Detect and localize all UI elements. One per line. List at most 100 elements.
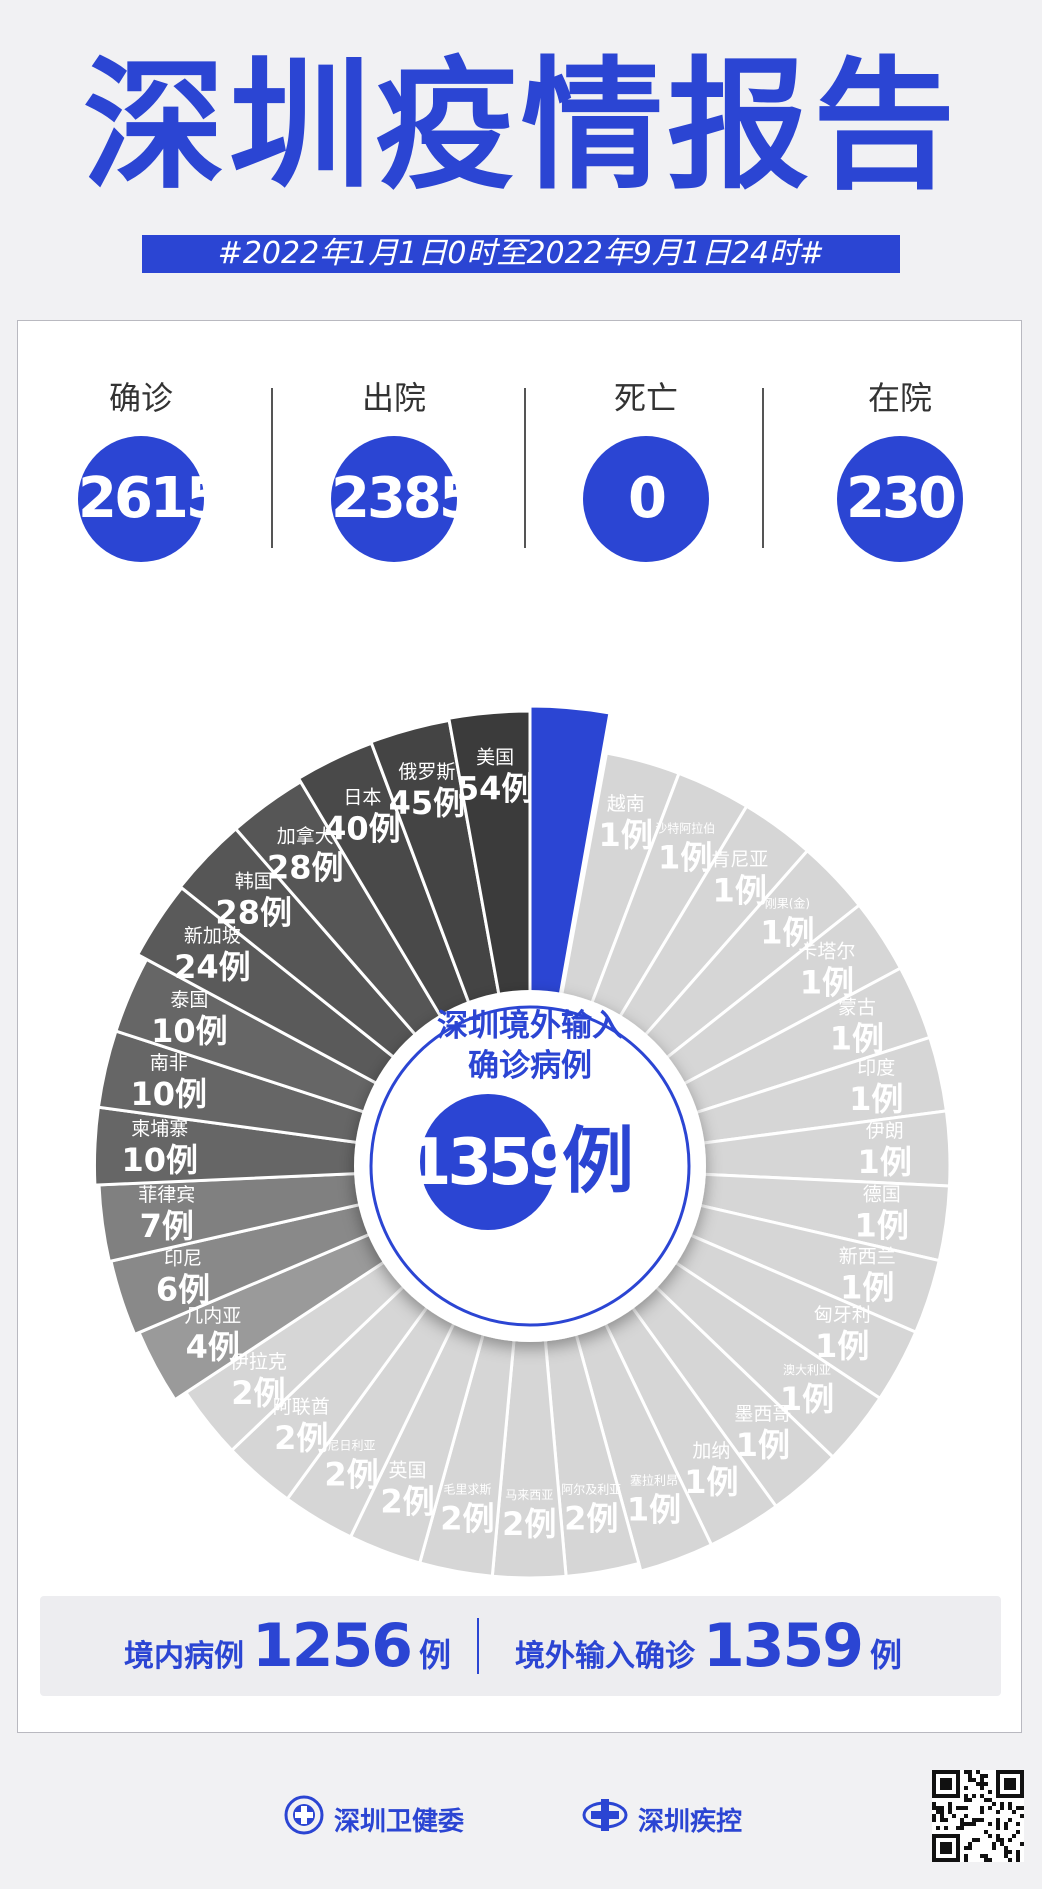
slice-label-15: 塞拉利昂 1例 <box>627 1473 681 1529</box>
slice-name: 澳大利亚 <box>783 1363 831 1377</box>
slice-value: 2例 <box>564 1500 618 1538</box>
slice-value: 1例 <box>849 1080 903 1118</box>
slice-name: 越南 <box>607 793 645 815</box>
page-title: 深圳疫情报告 <box>83 44 959 209</box>
slice-value: 6例 <box>156 1270 210 1308</box>
slice-label-17: 马来西亚 2例 <box>502 1488 556 1543</box>
qr-code[interactable] <box>932 1770 1024 1862</box>
slice-value: 1例 <box>855 1207 909 1245</box>
stat-value: 2615 <box>78 436 225 562</box>
footer-org1-name: 深圳卫健委 <box>334 1807 465 1837</box>
slice-name: 尼日利亚 <box>327 1439 375 1453</box>
slice-value: 24例 <box>174 948 251 986</box>
slice-value: 40例 <box>324 810 401 848</box>
slice-name: 沙特阿拉伯 <box>655 821 715 836</box>
slice-name: 加拿大 <box>277 825 334 848</box>
slice-name: 俄罗斯 <box>398 761 455 783</box>
slice-name: 加纳 <box>692 1440 730 1462</box>
summary-divider <box>477 1618 479 1674</box>
slice-value: 1例 <box>713 872 767 910</box>
slice-label-16: 阿尔及利亚 2例 <box>561 1482 621 1538</box>
slice-value: 1例 <box>760 914 814 952</box>
center-ring <box>369 1005 691 1327</box>
center-unit: 例 <box>562 1119 634 1203</box>
slice-name: 韩国 <box>235 871 273 893</box>
slice-label-20: 尼日利亚 2例 <box>324 1439 378 1494</box>
slice-value: 4例 <box>186 1328 240 1366</box>
slice-name: 蒙古 <box>838 997 876 1019</box>
qr-code-icon <box>932 1770 1024 1862</box>
slice-name: 印度 <box>857 1057 895 1079</box>
slice-value: 10例 <box>131 1075 208 1113</box>
slice-value: 2例 <box>274 1419 328 1457</box>
slice-value: 54例 <box>457 770 534 808</box>
slice-name: 印尼 <box>164 1247 202 1269</box>
slice-value: 1例 <box>627 1491 681 1529</box>
health-commission-logo-icon <box>284 1795 324 1850</box>
imported-summary: 境外输入确诊 1359 例 <box>515 1596 902 1696</box>
slice-value: 2例 <box>502 1505 556 1543</box>
imported-value: 1359 <box>703 1611 864 1681</box>
slice-label-12: 澳大利亚 1例 <box>780 1363 834 1418</box>
summary-bar: 境内病例 1256 例 境外输入确诊 1359 例 <box>40 1596 1001 1696</box>
slice-value: 1例 <box>830 1020 884 1058</box>
slice-label-4: 刚果(金) 1例 <box>760 896 814 952</box>
slice-name: 毛里求斯 <box>443 1482 491 1496</box>
stat-divider <box>271 388 273 548</box>
imported-unit: 例 <box>870 1636 903 1674</box>
slice-value: 2例 <box>380 1483 434 1521</box>
footer-org-cdc: 深圳疾控 <box>582 1795 742 1841</box>
slice-name: 刚果(金) <box>765 896 810 911</box>
footer-org2-name: 深圳疾控 <box>638 1807 743 1837</box>
cdc-logo-icon <box>582 1795 628 1850</box>
slice-value: 1例 <box>815 1327 869 1365</box>
slice-value: 1例 <box>736 1426 790 1464</box>
slice-name: 墨西哥 <box>734 1403 791 1425</box>
slice-note: 新增6例 <box>542 666 612 689</box>
slice-name: 肯尼亚 <box>711 849 768 871</box>
stat-hospitalized: 在院 230 <box>815 378 985 562</box>
date-range-banner: #2022年1月1日0时至2022年9月1日24时# <box>142 235 900 273</box>
slice-name: 新西兰 <box>839 1246 896 1268</box>
slice-name: 阿联酋 <box>273 1396 330 1418</box>
slice-value: 28例 <box>215 894 292 932</box>
slice-name: 柬埔寨 <box>131 1118 188 1140</box>
slice-value: 28例 <box>267 849 344 887</box>
slice-value: 1例 <box>684 1463 738 1501</box>
slice-name: 塞拉利昂 <box>630 1473 678 1488</box>
slice-label-18: 毛里求斯 2例 <box>440 1482 494 1537</box>
stat-label: 确诊 <box>108 379 173 417</box>
stat-value: 230 <box>837 436 963 562</box>
slice-name: 马来西亚 <box>505 1488 553 1502</box>
slice-value: 2例 <box>440 1499 494 1537</box>
slice-name: 匈牙利 <box>814 1304 871 1326</box>
slice-label-2: 沙特阿拉伯 1例 <box>655 821 715 877</box>
stat-confirmed: 确诊 2615 <box>56 378 226 562</box>
domestic-label: 境内病例 <box>124 1639 244 1674</box>
domestic-summary: 境内病例 1256 例 <box>124 1596 451 1696</box>
slice-name: 几内亚 <box>184 1305 241 1327</box>
slice-name: 日本 <box>343 787 381 809</box>
stat-value: 2385 <box>331 436 478 562</box>
